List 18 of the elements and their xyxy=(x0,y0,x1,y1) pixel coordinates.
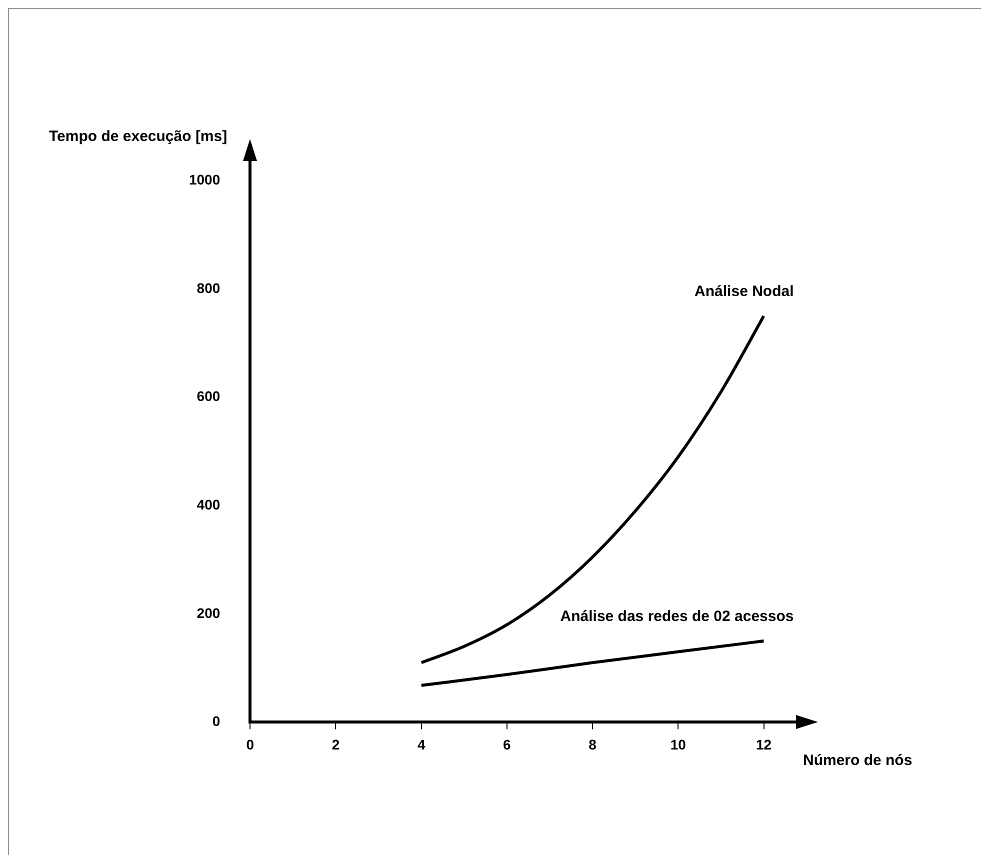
y-tick-label: 200 xyxy=(196,604,220,621)
x-tick-label: 4 xyxy=(417,736,426,752)
x-tick-label: 12 xyxy=(756,736,772,752)
y-tick-label: 1000 xyxy=(188,172,220,188)
line-series xyxy=(420,639,766,687)
x-axis-title: Número de nós xyxy=(803,752,912,770)
y-tick-label: 600 xyxy=(196,388,220,404)
text: Análise das redes de 02 acessos xyxy=(560,608,794,625)
x-tick-label: 8 xyxy=(588,736,597,752)
x-tick-label: 6 xyxy=(503,736,512,752)
y-axis-title: Tempo de execução [ms] xyxy=(49,128,228,145)
x-tick-label: 0 xyxy=(246,736,254,752)
y-tick-label: 400 xyxy=(196,496,220,512)
y-tick-label: 800 xyxy=(196,280,220,296)
text: Análise Nodal xyxy=(694,283,794,300)
x-tick-label: 10 xyxy=(670,736,686,752)
x-tick-label: 2 xyxy=(332,736,340,752)
y-tick-label: 0 xyxy=(212,713,220,730)
